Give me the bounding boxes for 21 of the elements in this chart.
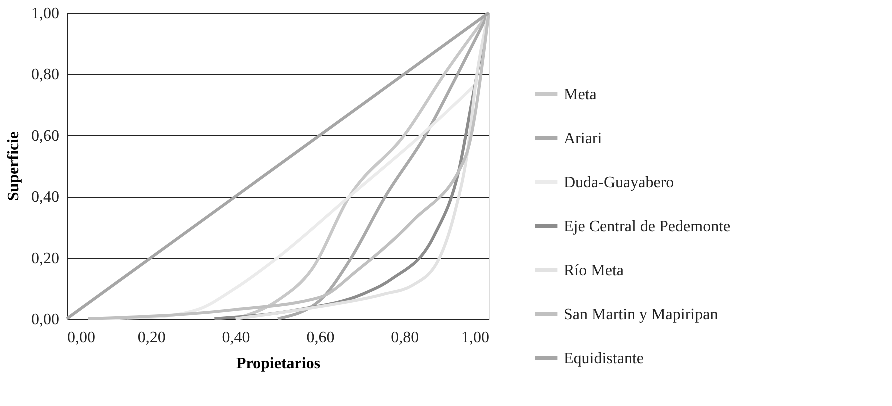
x-tick-label: 0,80 [391, 330, 420, 346]
y-tick-label: 0,60 [32, 128, 60, 145]
legend-label: San Martin y Mapiripan [564, 306, 718, 324]
x-axis-title: Propietarios [236, 356, 321, 372]
x-tick-label: 0,20 [138, 330, 166, 346]
x-tick-label: 0,60 [306, 330, 335, 346]
y-tick-label: 1,00 [32, 6, 60, 22]
y-axis-title: Superficie [6, 132, 22, 202]
legend-label: Río Meta [564, 262, 624, 280]
y-tick-label: 0,00 [32, 312, 60, 328]
legend-label: Eje Central de Pedemonte [564, 218, 731, 236]
x-tick-label: 1,00 [462, 330, 490, 346]
legend-label: Equidistante [564, 350, 644, 368]
y-tick-label: 0,40 [32, 189, 60, 206]
y-tick-label: 0,20 [32, 250, 60, 268]
x-tick-label: 0,00 [68, 330, 96, 346]
legend-label: Duda-Guayabero [564, 174, 674, 192]
y-tick-label: 0,80 [32, 66, 60, 84]
legend-label: Ariari [564, 130, 603, 148]
legend-label: Meta [564, 86, 597, 104]
x-tick-label: 0,40 [222, 330, 250, 346]
